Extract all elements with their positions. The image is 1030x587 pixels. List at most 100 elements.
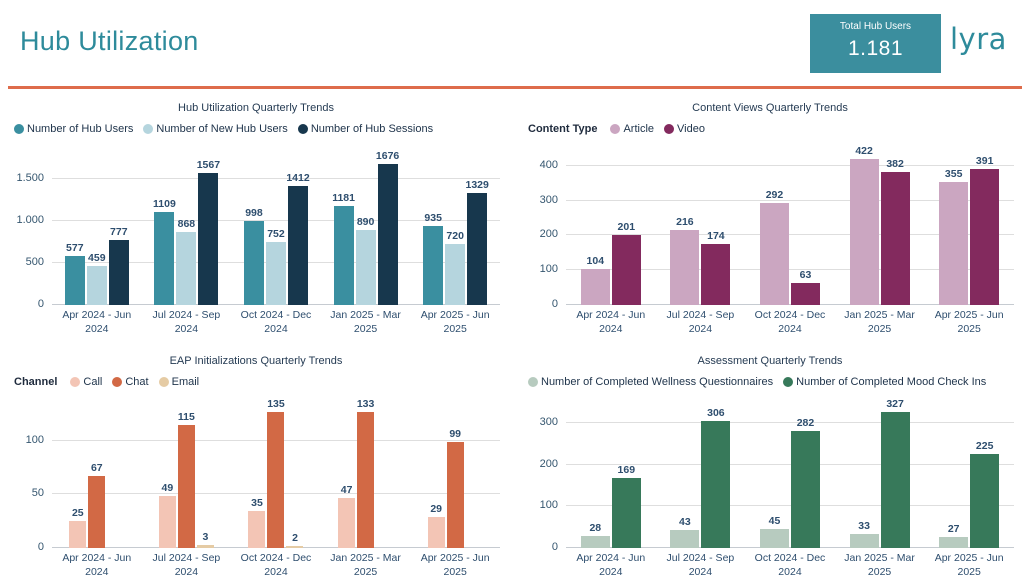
bar[interactable] [158,495,176,548]
bar[interactable] [248,510,266,548]
legend-dot-icon [297,123,308,134]
bar-column: 327 [880,398,910,548]
bar[interactable] [423,226,444,305]
bar[interactable] [939,536,969,548]
bar-group: 27 225 [924,398,1014,548]
bar[interactable] [338,497,356,548]
legend-item[interactable]: Number of New Hub Users [143,122,288,135]
legend-item[interactable]: Chat [112,376,149,388]
legend-item[interactable]: Article [610,123,654,135]
legend-item[interactable]: Number of Hub Sessions [297,123,433,135]
bar[interactable] [377,163,398,305]
gridline [566,269,1014,271]
bar[interactable] [939,181,969,305]
x-tick-label: Apr 2024 - Jun 2024 [62,309,132,335]
bar-value-label: 1109 [153,197,176,210]
plot-wrap: 0 500 1.000 1.500 577 459 777 1109 868 1567 998 75… [6,145,506,310]
bar-value-label: 2 [292,531,298,544]
y-tick-label: 1.000 [16,213,44,226]
bar[interactable] [759,529,789,548]
bar[interactable] [196,544,214,548]
bar-value-label: 28 [589,522,602,535]
bar[interactable] [611,235,641,305]
legend-dot-icon [783,376,794,387]
bar[interactable] [880,412,910,548]
legend-item[interactable]: Email [158,376,199,388]
bar-group: 998 752 1412 [231,145,321,305]
x-tick-label: Oct 2024 - Dec 2024 [754,309,826,335]
bar[interactable] [580,536,610,548]
bar[interactable] [849,159,879,305]
bar[interactable] [701,420,731,548]
bar[interactable] [970,169,1000,305]
bar[interactable] [970,454,1000,548]
bar[interactable] [849,534,879,548]
bar[interactable] [467,193,488,305]
bar[interactable] [880,172,910,305]
bar-column: 133 [357,398,374,548]
legend-item[interactable]: Number of Completed Wellness Questionnai… [528,376,773,388]
bar[interactable] [670,530,700,548]
bar[interactable] [701,244,731,305]
bar[interactable] [611,477,641,548]
bar-column: 1109 [153,145,176,305]
legend-item[interactable]: Call [70,376,102,388]
y-tick-label: 0 [551,298,558,310]
bar[interactable] [176,231,197,305]
bar[interactable] [333,205,354,305]
bar-group: 25 67 [52,398,142,548]
bar[interactable] [759,203,789,305]
bar-column: 459 [86,145,107,305]
bar-value-label: 292 [765,189,784,202]
charts-grid-top: Hub Utilization Quarterly Trends Number … [0,89,1030,342]
bar-column: 1676 [376,145,399,305]
bar[interactable] [445,244,466,305]
y-axis: 0 100 200 300 400 [520,145,566,309]
bar[interactable] [267,412,285,548]
bar-group: 1109 868 1567 [142,145,232,305]
chart-eap-initializations: EAP Initializations Quarterly Trends Cha… [6,351,506,579]
bar[interactable] [790,430,820,548]
bar[interactable] [580,268,610,305]
bar-value-label: 135 [267,398,285,410]
bar-groups: 104 201 216 174 292 63 422 382 355 391 [566,145,1014,305]
bar-column: 382 [880,145,910,305]
bar[interactable] [446,441,464,548]
bar[interactable] [355,230,376,305]
bar[interactable] [154,211,175,305]
bar[interactable] [108,239,129,305]
legend-item[interactable]: Number of Completed Mood Check Ins [783,376,986,388]
bar-column: 29 [427,398,445,548]
bar[interactable] [177,424,195,548]
bar[interactable] [286,545,304,548]
bar[interactable] [86,266,107,305]
bar-column: 890 [355,145,376,305]
chart-title: Content Views Quarterly Trends [692,102,848,114]
bar-group: 422 382 [835,145,925,305]
gridline [52,177,500,179]
legend-item[interactable]: Video [664,123,705,135]
bar-column: 777 [108,145,129,305]
legend-label: Number of New Hub Users [156,122,288,135]
bar[interactable] [670,229,700,305]
bar-value-label: 201 [617,221,636,234]
bar[interactable] [64,256,85,305]
bar-group: 104 201 [566,145,656,305]
bar[interactable] [69,521,87,548]
x-tick-label: Apr 2024 - Jun 2024 [576,309,646,335]
bar-value-label: 47 [340,483,353,496]
legend-item[interactable]: Number of Hub Users [14,123,133,135]
bar[interactable] [198,173,219,305]
bar[interactable] [88,476,106,548]
bar[interactable] [427,516,445,548]
plot-wrap: 0 50 100 25 67 49 115 3 35 135 2 47 133 29 99 [6,398,506,553]
bar[interactable] [243,220,264,305]
bar[interactable] [287,186,308,305]
bar[interactable] [265,241,286,305]
legend-label: Video [677,122,705,135]
y-tick-label: 1.500 [16,171,44,184]
bar[interactable] [790,283,820,305]
kpi-label: Total Hub Users [839,21,912,32]
bar[interactable] [357,412,375,548]
bar-column: 998 [243,145,264,305]
